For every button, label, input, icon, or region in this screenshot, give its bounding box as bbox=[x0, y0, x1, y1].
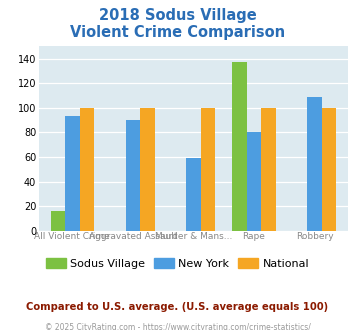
Text: © 2025 CityRating.com - https://www.cityrating.com/crime-statistics/: © 2025 CityRating.com - https://www.city… bbox=[45, 323, 310, 330]
Bar bbox=[65, 116, 80, 231]
Bar bbox=[140, 108, 155, 231]
Bar bbox=[322, 108, 337, 231]
Text: Violent Crime Comparison: Violent Crime Comparison bbox=[70, 25, 285, 40]
Bar bbox=[232, 62, 247, 231]
Bar bbox=[261, 108, 276, 231]
Bar bbox=[80, 108, 94, 231]
Legend: Sodus Village, New York, National: Sodus Village, New York, National bbox=[41, 253, 314, 273]
Bar bbox=[201, 108, 215, 231]
Bar bbox=[50, 211, 65, 231]
Bar bbox=[126, 120, 140, 231]
Bar bbox=[186, 158, 201, 231]
Bar bbox=[307, 97, 322, 231]
Text: 2018 Sodus Village: 2018 Sodus Village bbox=[99, 8, 256, 23]
Bar bbox=[247, 132, 261, 231]
Text: Compared to U.S. average. (U.S. average equals 100): Compared to U.S. average. (U.S. average … bbox=[26, 302, 329, 312]
